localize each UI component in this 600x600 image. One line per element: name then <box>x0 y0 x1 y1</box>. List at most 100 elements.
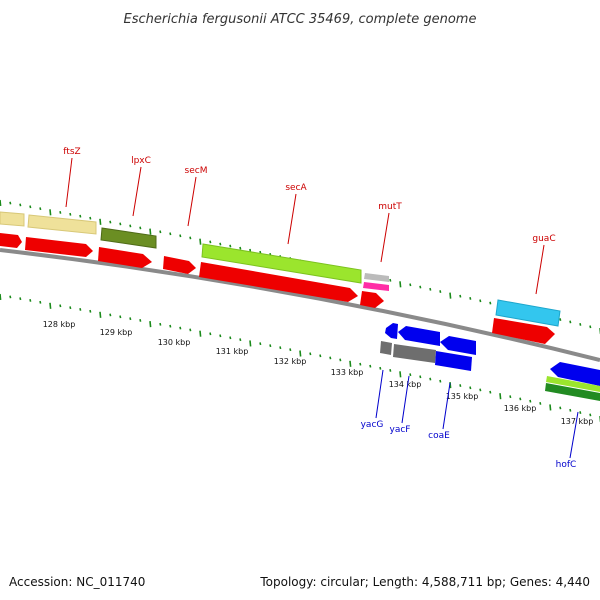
minor-tick <box>559 318 562 322</box>
minor-tick <box>509 395 512 399</box>
minor-tick <box>129 224 132 228</box>
minor-tick <box>109 220 112 224</box>
scale-label: 134 kbp <box>389 380 422 389</box>
gene-block <box>363 282 389 291</box>
minor-tick <box>389 278 392 282</box>
minor-tick <box>339 358 342 362</box>
gene-arrow <box>440 336 476 355</box>
minor-tick <box>139 226 142 230</box>
minor-tick <box>229 244 232 248</box>
gene-label: coaE <box>428 431 450 441</box>
major-tick <box>299 350 302 357</box>
major-tick <box>449 292 452 299</box>
major-tick <box>0 199 2 207</box>
minor-tick <box>579 411 582 415</box>
minor-tick <box>169 232 172 236</box>
gene-label: secM <box>185 166 208 176</box>
minor-tick <box>129 317 132 321</box>
gene-arrow <box>25 237 93 257</box>
major-tick <box>149 321 152 328</box>
minor-tick <box>359 362 362 366</box>
minor-tick <box>459 384 462 388</box>
minor-tick <box>589 325 592 329</box>
label-leader-line <box>401 375 410 424</box>
minor-tick <box>189 328 192 332</box>
label-leader-line <box>187 176 197 227</box>
minor-tick <box>109 313 112 317</box>
label-leader-line <box>535 244 545 295</box>
label-leader-line <box>380 212 390 263</box>
minor-tick <box>519 397 522 401</box>
major-tick <box>49 209 52 216</box>
minor-tick <box>489 390 492 394</box>
minor-tick <box>19 297 22 301</box>
gene-label: ftsZ <box>63 147 80 157</box>
minor-tick <box>179 326 182 330</box>
gene-block <box>495 299 561 327</box>
scale-label: 137 kbp <box>561 417 594 426</box>
gene-block <box>546 376 600 392</box>
minor-tick <box>409 283 412 287</box>
label-leader-line <box>287 193 297 245</box>
minor-tick <box>39 300 42 304</box>
minor-tick <box>539 401 542 405</box>
minor-tick <box>309 352 312 356</box>
minor-tick <box>439 379 442 383</box>
scale-label: 130 kbp <box>158 338 191 347</box>
scale-label: 129 kbp <box>100 328 133 337</box>
minor-tick <box>209 332 212 336</box>
major-tick <box>0 293 2 301</box>
scale-label: 135 kbp <box>446 392 479 401</box>
minor-tick <box>419 375 422 379</box>
minor-tick <box>9 295 12 299</box>
label-leader-line <box>132 166 142 217</box>
gene-label: yacG <box>361 420 384 430</box>
major-tick <box>199 330 202 337</box>
major-tick <box>249 340 252 347</box>
minor-tick <box>119 222 122 226</box>
gene-arrow <box>0 233 22 248</box>
gene-block <box>393 344 436 363</box>
minor-tick <box>79 214 82 218</box>
minor-tick <box>479 388 482 392</box>
minor-tick <box>269 344 272 348</box>
gene-arrow <box>163 256 196 274</box>
minor-tick <box>439 290 442 294</box>
minor-tick <box>429 377 432 381</box>
label-leader-line <box>65 157 73 208</box>
major-tick <box>499 393 502 400</box>
minor-tick <box>279 346 282 350</box>
minor-tick <box>369 364 372 368</box>
label-leader-line <box>442 382 451 430</box>
minor-tick <box>529 399 532 403</box>
minor-tick <box>179 234 182 238</box>
scale-label: 128 kbp <box>43 320 76 329</box>
minor-tick <box>29 205 32 209</box>
gene-arrow <box>398 326 440 346</box>
minor-tick <box>89 309 92 313</box>
major-tick <box>99 218 102 225</box>
gene-arrow <box>360 291 384 308</box>
scale-label: 131 kbp <box>216 347 249 356</box>
scale-label: 133 kbp <box>331 368 364 377</box>
forward-gene-labels: ftsZ lpxC secM secA mutT guaC <box>63 147 556 295</box>
gene-arrow <box>98 247 152 268</box>
gene-label: mutT <box>378 202 402 212</box>
minor-tick <box>189 236 192 240</box>
minor-tick <box>559 406 562 410</box>
gene-label: secA <box>285 183 307 193</box>
minor-tick <box>459 294 462 298</box>
minor-tick <box>209 240 212 244</box>
minor-tick <box>289 348 292 352</box>
minor-tick <box>69 306 72 310</box>
minor-tick <box>429 287 432 291</box>
gene-label: hofC <box>556 460 577 470</box>
inner-tick-ring <box>0 293 600 423</box>
gene-label: guaC <box>532 234 555 244</box>
minor-tick <box>569 320 572 324</box>
major-tick <box>49 302 52 309</box>
major-tick <box>399 281 402 288</box>
gene-block <box>100 227 157 249</box>
minor-tick <box>319 354 322 358</box>
